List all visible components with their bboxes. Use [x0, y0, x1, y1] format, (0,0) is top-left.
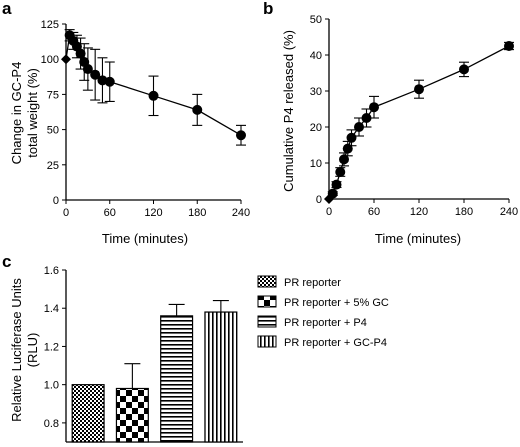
panel-b-xlabel: Time (minutes) [375, 231, 461, 246]
panel-a-x-tick-label: 240 [232, 207, 250, 219]
panel-b-x-tick-label: 120 [410, 206, 428, 218]
panel-b-data-point [361, 113, 372, 123]
legend-swatch-horizontal-stripes [257, 315, 277, 328]
panel-a-data-point [104, 76, 115, 87]
panel-c-bar [204, 311, 238, 443]
panel-b-plot: 0 10 20 30 40 50 0 60 120 180 240 Time (minutes) C… [281, 14, 518, 246]
panel-c-y-tick-label: 1.6 [44, 265, 59, 277]
panel-b-data-point [335, 167, 346, 177]
panel-a-y-tick-label: 25 [47, 160, 59, 172]
panel-a-data-point [75, 48, 86, 59]
panel-c-y-tick-label: 0.8 [44, 418, 59, 430]
legend-label-2: PR reporter + 5% GC [284, 297, 389, 309]
panel-a-ylabel-line2: total weight (%) [25, 68, 40, 158]
panel-b-data-point [459, 64, 469, 75]
panel-label-a: a [2, 0, 12, 18]
panel-a-data-point [82, 64, 93, 75]
legend-swatch-vertical-stripes [257, 335, 277, 348]
panel-b-data-point [354, 122, 364, 132]
panel-b-x-tick-label: 0 [326, 206, 332, 218]
panel-a-ylabel-line1: Change in GC-P4 [9, 62, 24, 165]
panel-b-data-point [504, 41, 514, 51]
panel-c-legend: PR reporter PR reporter + 5% GC PR repor… [257, 275, 389, 349]
panel-a-x-tick-label: 180 [188, 207, 206, 219]
panel-a-x-tick-label: 120 [144, 207, 162, 219]
panel-b-x-tick-label: 180 [455, 206, 473, 218]
panel-b-data-point [339, 154, 349, 165]
panel-b-data-point [327, 188, 338, 199]
legend-label-4: PR reporter + GC-P4 [284, 337, 387, 349]
panel-b-data-point [414, 84, 424, 95]
panel-c-ylabel-line2: (RLU) [25, 333, 40, 368]
panel-c-bar [160, 315, 194, 443]
panel-b-y-tick-label: 50 [310, 14, 322, 26]
panel-a-xlabel: Time (minutes) [102, 231, 188, 246]
panel-b-data-point [369, 102, 379, 113]
panel-b-y-tick-label: 40 [310, 50, 322, 62]
panel-b-x-tick-label: 60 [368, 206, 380, 218]
panel-c-y-tick-label: 1.0 [44, 380, 59, 392]
panel-b-axes: 0 10 20 30 40 50 0 60 120 180 240 [310, 14, 518, 218]
panel-a-data-point [148, 90, 159, 101]
panel-b-y-tick-label: 20 [310, 122, 322, 134]
panel-a-data-point [192, 104, 203, 115]
panel-a-y-tick-label: 100 [41, 54, 59, 66]
panel-a-x-tick-label: 60 [104, 207, 116, 219]
panel-b-y-tick-label: 0 [316, 194, 322, 206]
panel-c-bar [71, 384, 105, 443]
panel-b-data-point [331, 179, 342, 190]
panel-a-axes: 0 25 50 75 100 125 0 60 120 180 240 [41, 19, 251, 219]
panel-b-y-tick-label: 30 [310, 86, 322, 98]
panel-c-plot: 0.8 1.0 1.2 1.4 1.6 Relative Luciferase Unit… [9, 265, 243, 443]
legend-label-3: PR reporter + P4 [284, 317, 367, 329]
panel-label-c: c [2, 252, 11, 271]
panel-b-data-point [346, 132, 357, 143]
panel-label-b: b [263, 0, 273, 18]
panel-a-y-tick-label: 50 [47, 125, 59, 137]
panel-b-series-line [328, 45, 510, 200]
panel-b-x-tick-label: 240 [500, 206, 518, 218]
panel-a-data-point [236, 130, 246, 141]
panel-a-y-tick-label: 125 [41, 19, 59, 31]
panel-a-plot: 0 25 50 75 100 125 0 60 120 180 240 Time (minutes)… [9, 19, 250, 246]
panel-a-x-tick-label: 0 [63, 207, 69, 219]
panel-a-data-point [90, 69, 101, 80]
legend-swatch-fine-checker [257, 275, 277, 288]
panel-c-bar [115, 387, 149, 443]
panel-b-marks [324, 41, 514, 204]
panel-b-y-tick-label: 10 [310, 158, 322, 170]
legend-label-1: PR reporter [284, 277, 341, 289]
panel-a-marks [61, 29, 246, 146]
panel-c-marks [71, 300, 238, 443]
panel-c-y-tick-label: 1.2 [44, 341, 59, 353]
panel-c-y-tick-label: 1.4 [44, 303, 59, 315]
legend-swatch-coarse-checker [257, 295, 277, 308]
panel-b-ylabel: Cumulative P4 released (%) [281, 30, 296, 192]
panel-a-y-tick-label: 75 [47, 89, 59, 101]
panel-a-y-tick-label: 0 [53, 195, 59, 207]
panel-a-data-point [61, 54, 71, 65]
panel-c-ylabel-line1: Relative Luciferase Units [9, 278, 24, 422]
